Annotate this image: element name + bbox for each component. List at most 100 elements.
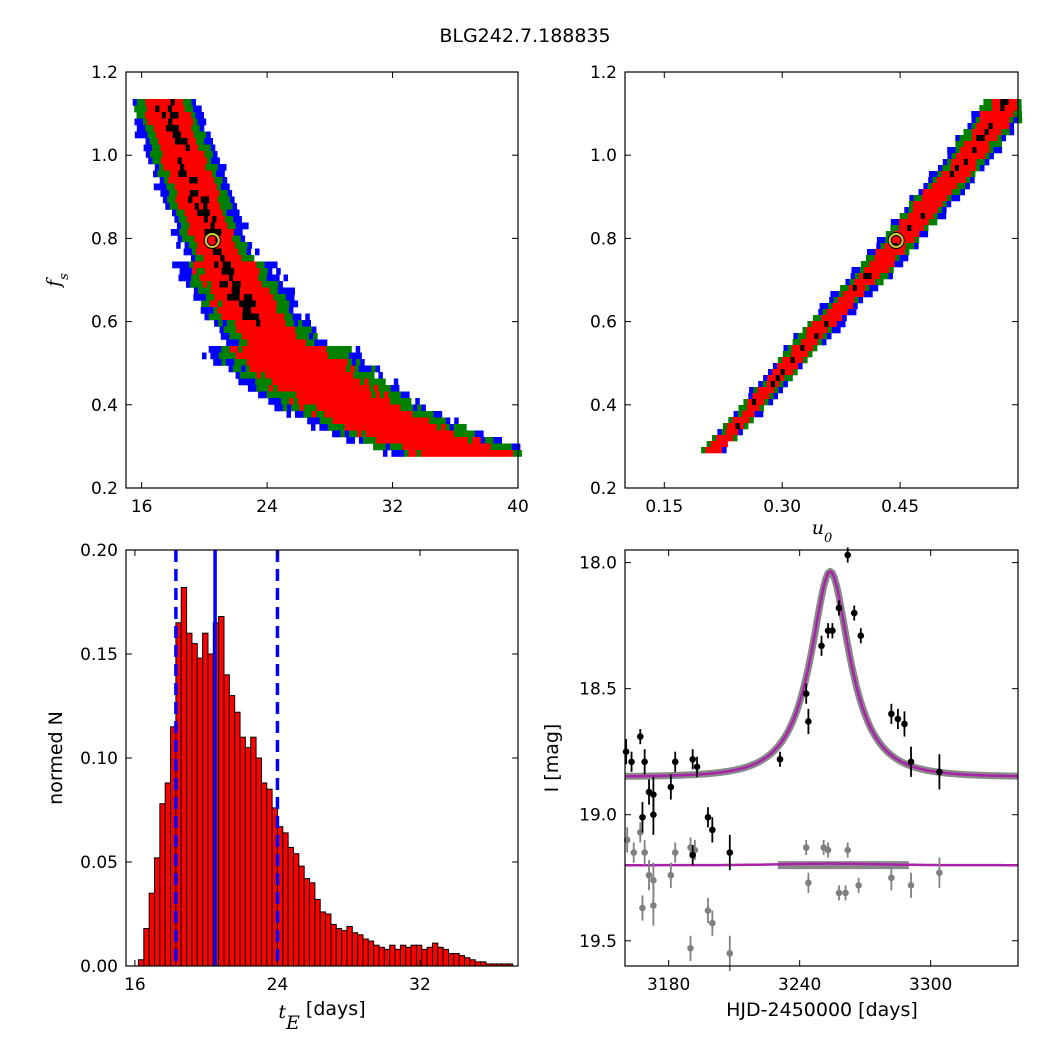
heatmap-cell: [858, 297, 864, 304]
heatmap-cell: [248, 352, 253, 360]
heatmap-cell: [191, 229, 197, 236]
heatmap-cell: [328, 352, 333, 360]
heatmap-cell: [497, 437, 502, 444]
heatmap-cell: [871, 273, 877, 280]
heatmap-cell: [292, 333, 297, 340]
heatmap-cell: [918, 189, 923, 196]
heatmap-cell: [395, 424, 400, 431]
heatmap-cell: [492, 450, 497, 457]
residual-point: [835, 889, 843, 897]
y-tick-label: 1.0: [91, 146, 118, 166]
heatmap-cell: [488, 450, 493, 457]
heatmap-cell: [335, 398, 340, 405]
heatmap-cell: [963, 141, 969, 148]
heatmap-cell: [761, 387, 767, 394]
heatmap-cell: [381, 443, 386, 451]
heatmap-cell: [461, 443, 466, 451]
heatmap-cell: [398, 398, 403, 405]
heatmap-cell: [499, 443, 504, 451]
heatmap-cell: [867, 273, 872, 280]
histogram-bar: [196, 657, 204, 967]
heatmap-cell: [256, 287, 262, 295]
heatmap-cell: [223, 222, 228, 230]
heatmap-cell: [293, 339, 298, 347]
heatmap-cell: [979, 111, 985, 118]
heatmap-cell: [302, 320, 307, 327]
heatmap-cell: [392, 437, 397, 444]
heatmap-cell: [402, 398, 408, 405]
heatmap-cell: [815, 321, 821, 328]
heatmap-cell: [763, 375, 768, 382]
heatmap-cell: [234, 339, 240, 347]
heatmap-cell: [288, 359, 294, 366]
heatmap-cell: [776, 369, 781, 376]
heatmap-cell: [239, 320, 244, 327]
heatmap-cell: [1004, 111, 1010, 118]
heatmap-cell: [353, 430, 358, 438]
heatmap-cell: [427, 443, 433, 451]
heatmap-cell: [390, 424, 396, 431]
heatmap-cell: [426, 437, 431, 444]
heatmap-cell: [448, 443, 454, 451]
heatmap-cell: [922, 189, 928, 196]
heatmap-cell: [293, 300, 299, 308]
heatmap-cell: [182, 216, 188, 223]
heatmap-cell: [216, 274, 221, 282]
heatmap-cell: [407, 424, 413, 431]
heatmap-cell: [294, 372, 299, 379]
data-point: [844, 551, 851, 559]
heatmap-cell: [394, 443, 399, 451]
heatmap-cell: [449, 424, 455, 431]
heatmap-cell: [217, 196, 222, 204]
heatmap-cell: [981, 153, 986, 160]
data-point: [671, 758, 679, 766]
heatmap-cell: [438, 437, 444, 444]
heatmap-cell: [213, 196, 218, 204]
heatmap-cell: [293, 378, 298, 386]
heatmap-cell: [276, 339, 282, 347]
x-tick-label: 3240: [778, 975, 821, 995]
heatmap-cell: [834, 291, 840, 298]
data-point: [907, 758, 915, 766]
x-axis-ticks: 3180 3240 3300: [647, 550, 952, 995]
heatmap-cell: [190, 281, 195, 288]
heatmap-cell: [236, 326, 241, 334]
heatmap-cell: [408, 417, 413, 425]
heatmap-cell: [141, 125, 146, 132]
heatmap-cell: [865, 261, 870, 268]
heatmap-cell: [231, 294, 236, 301]
heatmap-cell: [186, 170, 192, 178]
heatmap-cell: [975, 165, 981, 172]
heatmap-cell: [255, 300, 261, 308]
heatmap-cell: [304, 365, 309, 373]
heatmap-cell: [339, 359, 344, 366]
heatmap-cell: [336, 417, 342, 425]
heatmap-cell: [975, 111, 980, 118]
heatmap-cell: [769, 393, 774, 400]
heatmap-cell: [158, 138, 163, 145]
y-tick-label: 0.15: [80, 645, 118, 665]
heatmap-cell: [997, 147, 1003, 154]
heatmap-cell: [186, 112, 192, 119]
heatmap-cell: [159, 164, 164, 171]
heatmap-cell: [181, 235, 187, 243]
data-point: [776, 755, 784, 763]
heatmap-cell: [876, 267, 882, 274]
heatmap-cell: [349, 372, 354, 379]
heatmap-cell: [212, 255, 217, 262]
heatmap-cell: [235, 209, 240, 217]
residual-point: [802, 844, 810, 851]
heatmap-cell: [905, 243, 911, 250]
heatmap-cell: [224, 255, 230, 262]
heatmap-cell: [758, 411, 764, 418]
heatmap-cell: [367, 437, 372, 444]
heatmap-cell: [260, 300, 265, 308]
heatmap-cell: [225, 307, 231, 314]
x-axis-label: HJD-2450000 [days]: [726, 999, 918, 1021]
heatmap-cell: [357, 417, 363, 425]
heatmap-cell: [354, 404, 359, 412]
heatmap-cell: [1013, 105, 1018, 112]
heatmap-cell: [399, 424, 404, 431]
heatmap-cell: [297, 378, 302, 386]
heatmap-cell: [183, 248, 189, 256]
